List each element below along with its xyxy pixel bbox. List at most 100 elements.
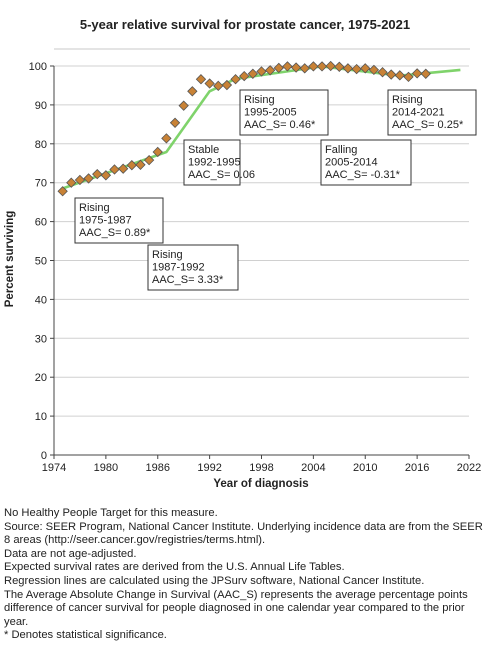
data-point <box>334 61 345 72</box>
data-point <box>57 186 68 197</box>
footnote-significance: * Denotes statistical significance. <box>4 629 167 642</box>
data-point <box>118 163 129 174</box>
data-point <box>411 68 423 79</box>
footnote-life-tables: Expected survival rates are derived from… <box>4 561 345 574</box>
x-tick-label: 1986 <box>146 462 170 474</box>
annotation-frame <box>320 139 412 186</box>
data-point <box>161 133 172 144</box>
annotation-years: 2005-2014 <box>325 157 378 169</box>
data-point <box>273 62 284 74</box>
data-point <box>239 70 250 82</box>
data-point <box>282 61 293 72</box>
x-tick-label: 2010 <box>353 462 377 474</box>
x-tick-label: 1992 <box>197 462 221 474</box>
footnote-source: Source: SEER Program, National Cancer In… <box>4 520 483 547</box>
data-point <box>308 61 319 72</box>
y-tick-label: 10 <box>35 411 47 423</box>
footnote-target: No Healthy People Target for this measur… <box>4 507 218 519</box>
annotation-aac: AAC_S= 0.25* <box>392 119 464 131</box>
data-point <box>213 80 224 92</box>
annotation-frame <box>183 139 241 186</box>
x-tick-label: 2016 <box>405 462 429 474</box>
plot-area <box>57 60 461 197</box>
data-point <box>247 68 259 79</box>
data-point <box>152 146 163 158</box>
data-point <box>195 74 207 85</box>
data-point <box>100 170 112 181</box>
footnotes: No Healthy People Target for this measur… <box>4 507 489 643</box>
data-point <box>394 70 405 81</box>
y-tick-label: 100 <box>29 61 47 73</box>
annotation-trend: Falling <box>325 144 357 156</box>
annotation-aac: AAC_S= 0.46* <box>244 119 316 131</box>
y-axis-label: Percent surviving <box>4 211 16 308</box>
y-tick-label: 60 <box>35 217 47 229</box>
annotation-trend: Rising <box>392 94 423 106</box>
annotation-aac: AAC_S= 0.89* <box>79 227 151 239</box>
x-tick-label: 1998 <box>249 462 273 474</box>
annotation-years: 1987-1992 <box>152 262 205 274</box>
annotation-trend: Rising <box>79 202 110 214</box>
x-tick-label: 2004 <box>301 462 325 474</box>
footnote-regression: Regression lines are calculated using th… <box>4 574 425 587</box>
data-point <box>299 63 310 74</box>
chart-title: 5-year relative survival for prostate ca… <box>80 17 410 32</box>
data-point <box>221 79 233 91</box>
data-point <box>135 159 146 170</box>
y-tick-label: 0 <box>41 450 47 462</box>
data-point <box>377 67 388 78</box>
x-tick-label: 1980 <box>94 462 118 474</box>
data-point <box>325 60 336 72</box>
survival-chart: 5-year relative survival for prostate ca… <box>4 17 482 490</box>
data-point <box>290 62 302 73</box>
data-point <box>264 65 276 76</box>
annotation-trend: Stable <box>188 144 219 156</box>
annotation-trend: Rising <box>152 249 183 261</box>
data-point <box>204 78 215 89</box>
annotation-years: 1975-1987 <box>79 215 132 227</box>
annotation-trend: Rising <box>244 94 275 106</box>
data-point <box>256 66 267 77</box>
y-tick-label: 20 <box>35 372 47 384</box>
data-point <box>109 164 120 175</box>
y-tick-label: 50 <box>35 256 47 268</box>
x-tick-label: 1974 <box>42 462 66 474</box>
data-point <box>342 63 354 74</box>
y-tick-label: 30 <box>35 333 47 345</box>
x-axis-label: Year of diagnosis <box>213 478 308 490</box>
data-point <box>351 63 362 75</box>
data-point <box>230 74 241 85</box>
data-point <box>360 63 371 74</box>
axes: 0 10 20 30 40 50 60 70 80 90 100 1974 1980 1986 1992 19… <box>29 61 482 474</box>
data-point <box>403 71 414 83</box>
data-point <box>368 64 380 76</box>
data-point <box>92 168 103 180</box>
footnote-age-adjust: Data are not age-adjusted. <box>4 547 137 560</box>
annotation-frame <box>147 244 239 291</box>
data-point <box>316 61 328 72</box>
y-tick-label: 80 <box>35 139 47 151</box>
y-tick-label: 70 <box>35 178 47 190</box>
annotation-aac: AAC_S= 0.06 <box>188 169 255 181</box>
data-point <box>66 177 77 188</box>
y-tick-label: 90 <box>35 100 47 112</box>
data-point <box>83 173 94 184</box>
data-point <box>178 100 189 111</box>
y-tick-label: 40 <box>35 294 47 306</box>
data-point <box>74 174 86 186</box>
annotation-years: 1995-2005 <box>244 107 297 119</box>
data-point <box>386 69 397 80</box>
data-point <box>143 154 155 166</box>
data-point <box>187 86 198 97</box>
x-tick-label: 2022 <box>457 462 481 474</box>
annotation-years: 2014-2021 <box>392 107 445 119</box>
annotation-frame <box>239 89 329 136</box>
data-point <box>420 68 431 79</box>
